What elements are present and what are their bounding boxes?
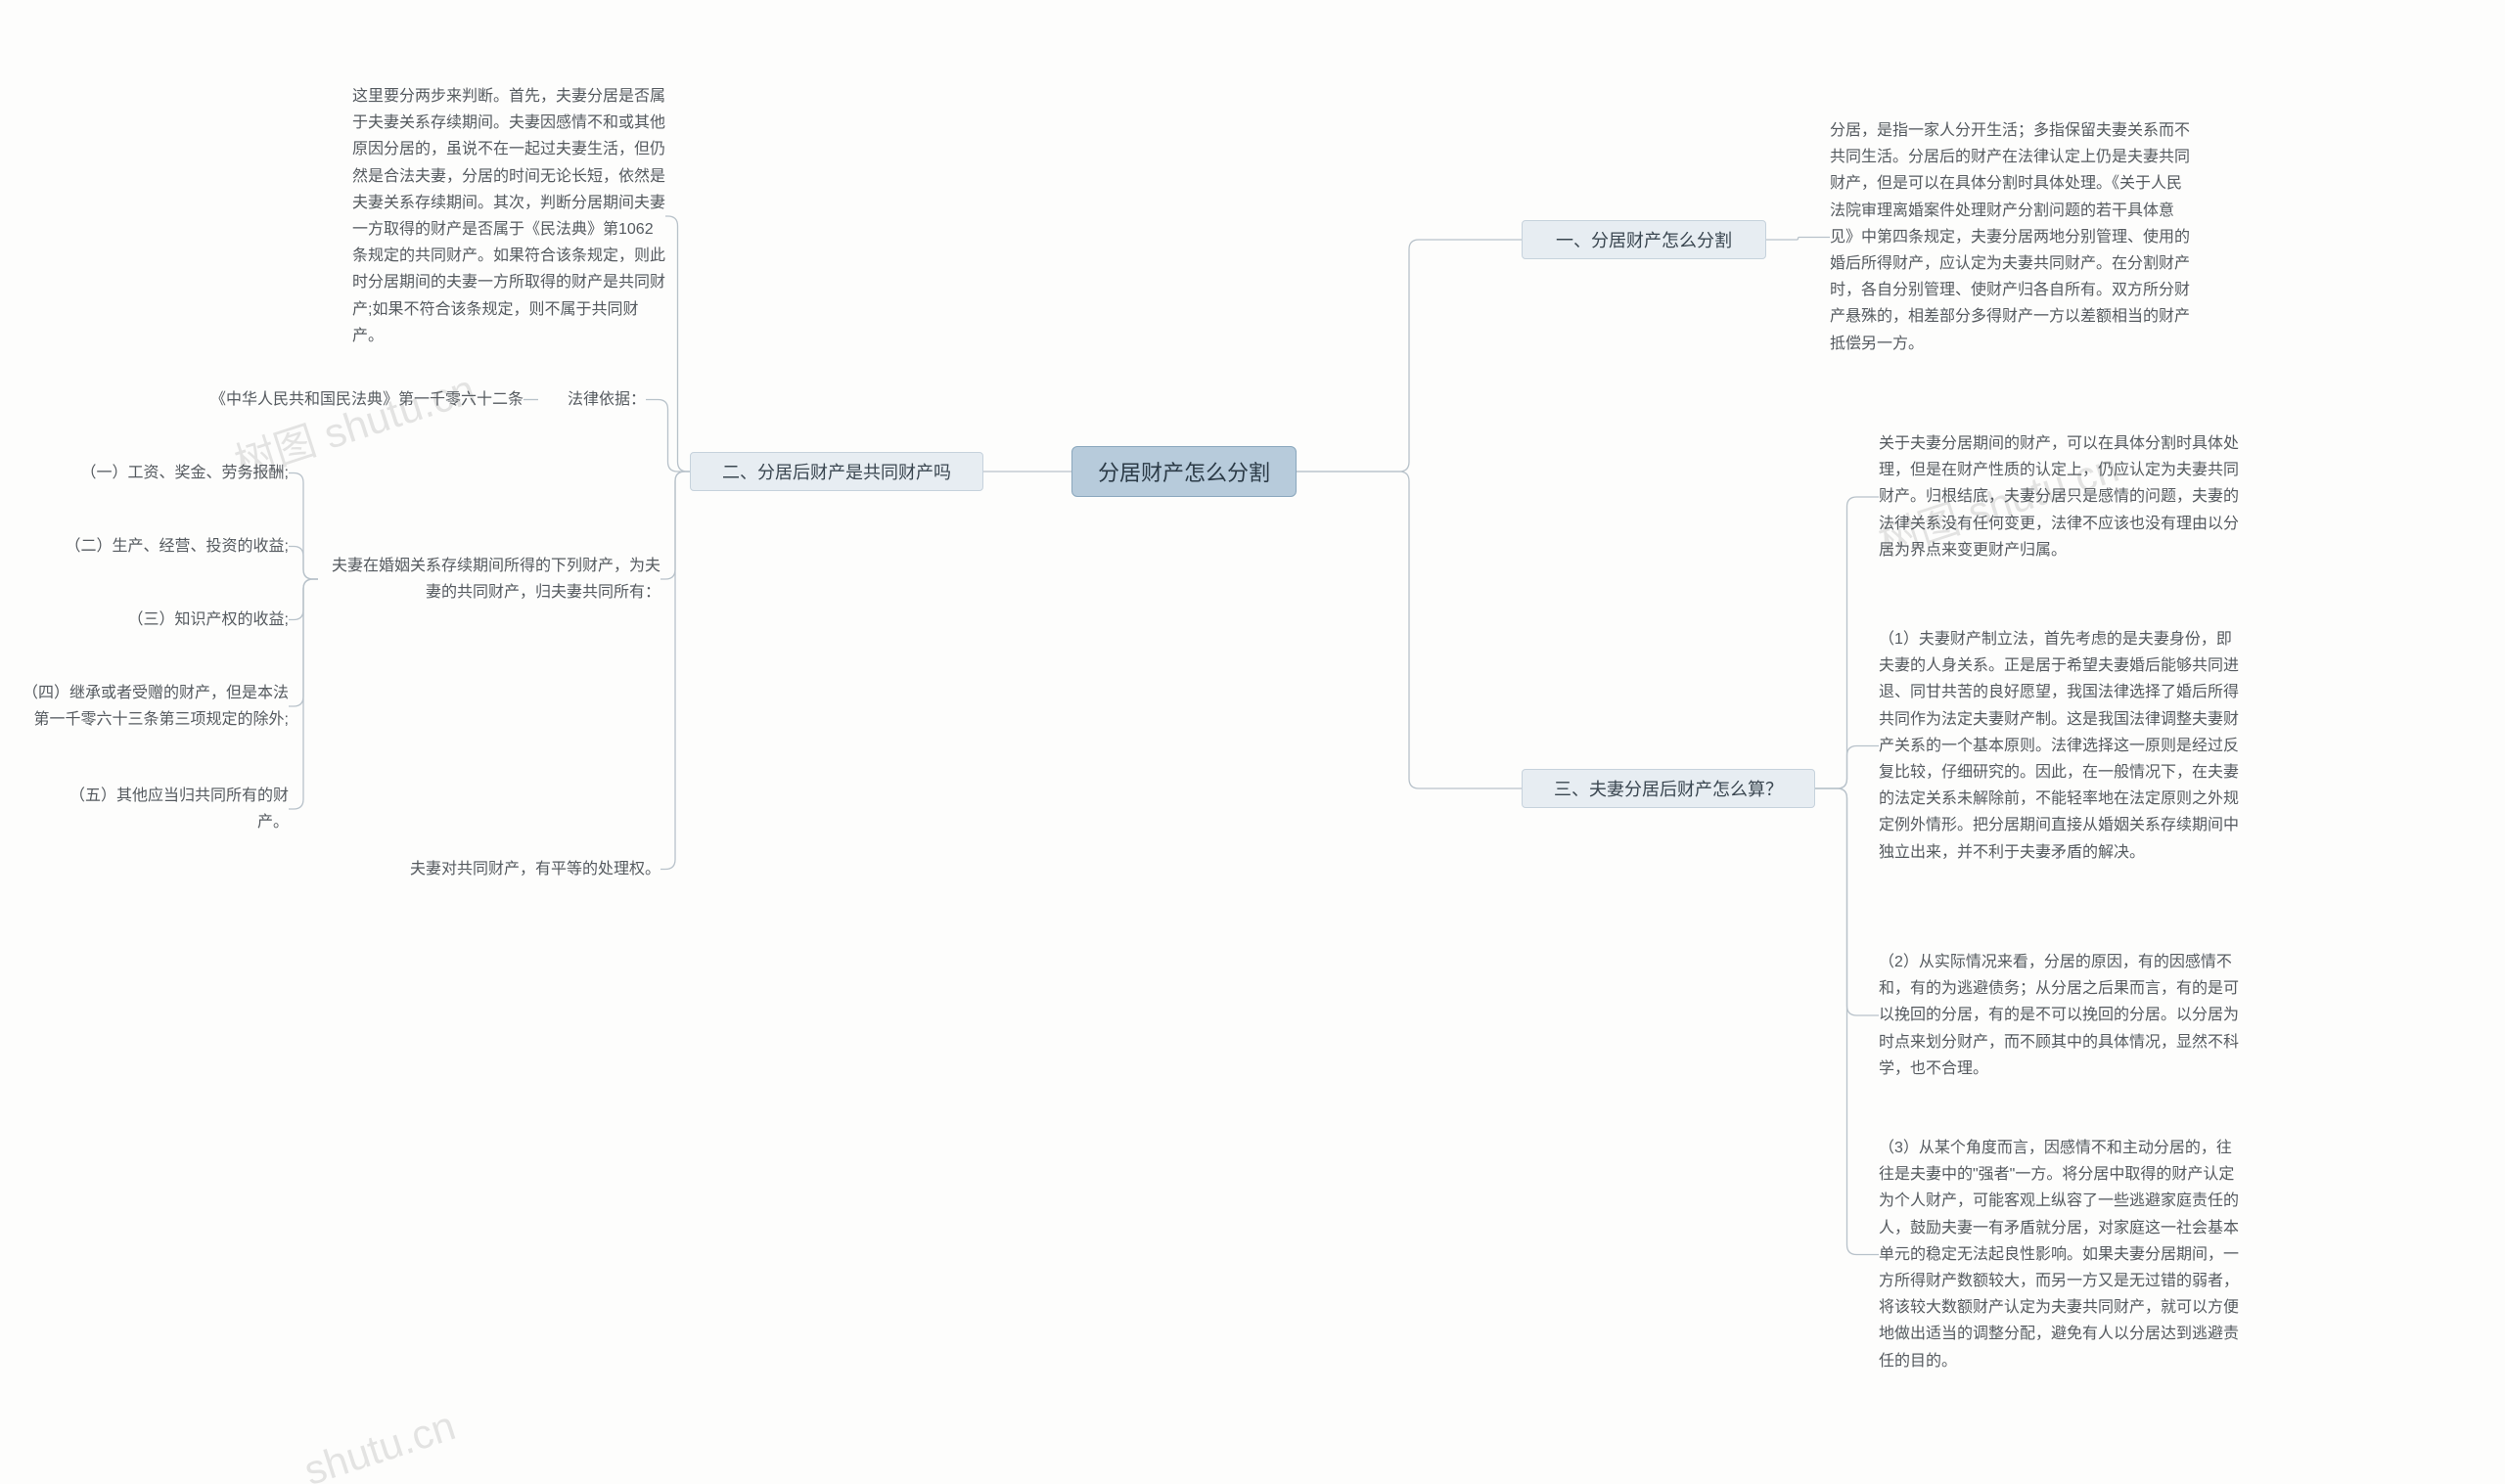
root-node: 分居财产怎么分割	[1071, 446, 1297, 497]
leaf-node: 这里要分两步来判断。首先，夫妻分居是否属于夫妻关系存续期间。夫妻因感情不和或其他…	[352, 83, 665, 349]
leaf-node: （四）继承或者受赠的财产，但是本法第一千零六十三条第三项规定的除外;	[15, 680, 289, 733]
branch-node: 二、分居后财产是共同财产吗	[690, 452, 983, 491]
root-label: 分居财产怎么分割	[1098, 456, 1270, 487]
leaf-node: 法律依据：	[538, 386, 646, 413]
leaf-node: （1）夫妻财产制立法，首先考虑的是夫妻身份，即夫妻的人身关系。正是居于希望夫妻婚…	[1879, 626, 2241, 866]
watermark: shutu.cn	[298, 1402, 461, 1484]
branch-node: 一、分居财产怎么分割	[1522, 220, 1766, 259]
leaf-node: （二）生产、经营、投资的收益;	[54, 533, 289, 560]
leaf-node: （五）其他应当归共同所有的财产。	[44, 783, 289, 835]
leaf-node: （三）知识产权的收益;	[93, 607, 289, 633]
leaf-node: （一）工资、奖金、劳务报酬;	[54, 460, 289, 486]
leaf-node: 夫妻在婚姻关系存续期间所得的下列财产，为夫妻的共同财产，归夫妻共同所有：	[318, 553, 660, 606]
leaf-node: 夫妻对共同财产，有平等的处理权。	[377, 856, 660, 882]
leaf-node: 分居，是指一家人分开生活；多指保留夫妻关系而不共同生活。分居后的财产在法律认定上…	[1830, 117, 2192, 357]
branch-node: 三、夫妻分居后财产怎么算？	[1522, 769, 1815, 808]
leaf-node: 《中华人民共和国民法典》第一千零六十二条	[171, 386, 524, 413]
leaf-node: （2）从实际情况来看，分居的原因，有的因感情不和，有的为逃避债务；从分居之后果而…	[1879, 949, 2241, 1082]
leaf-node: （3）从某个角度而言，因感情不和主动分居的，往往是夫妻中的"强者"一方。将分居中…	[1879, 1135, 2241, 1374]
leaf-node: 关于夫妻分居期间的财产，可以在具体分割时具体处理，但是在财产性质的认定上，仍应认…	[1879, 430, 2241, 563]
